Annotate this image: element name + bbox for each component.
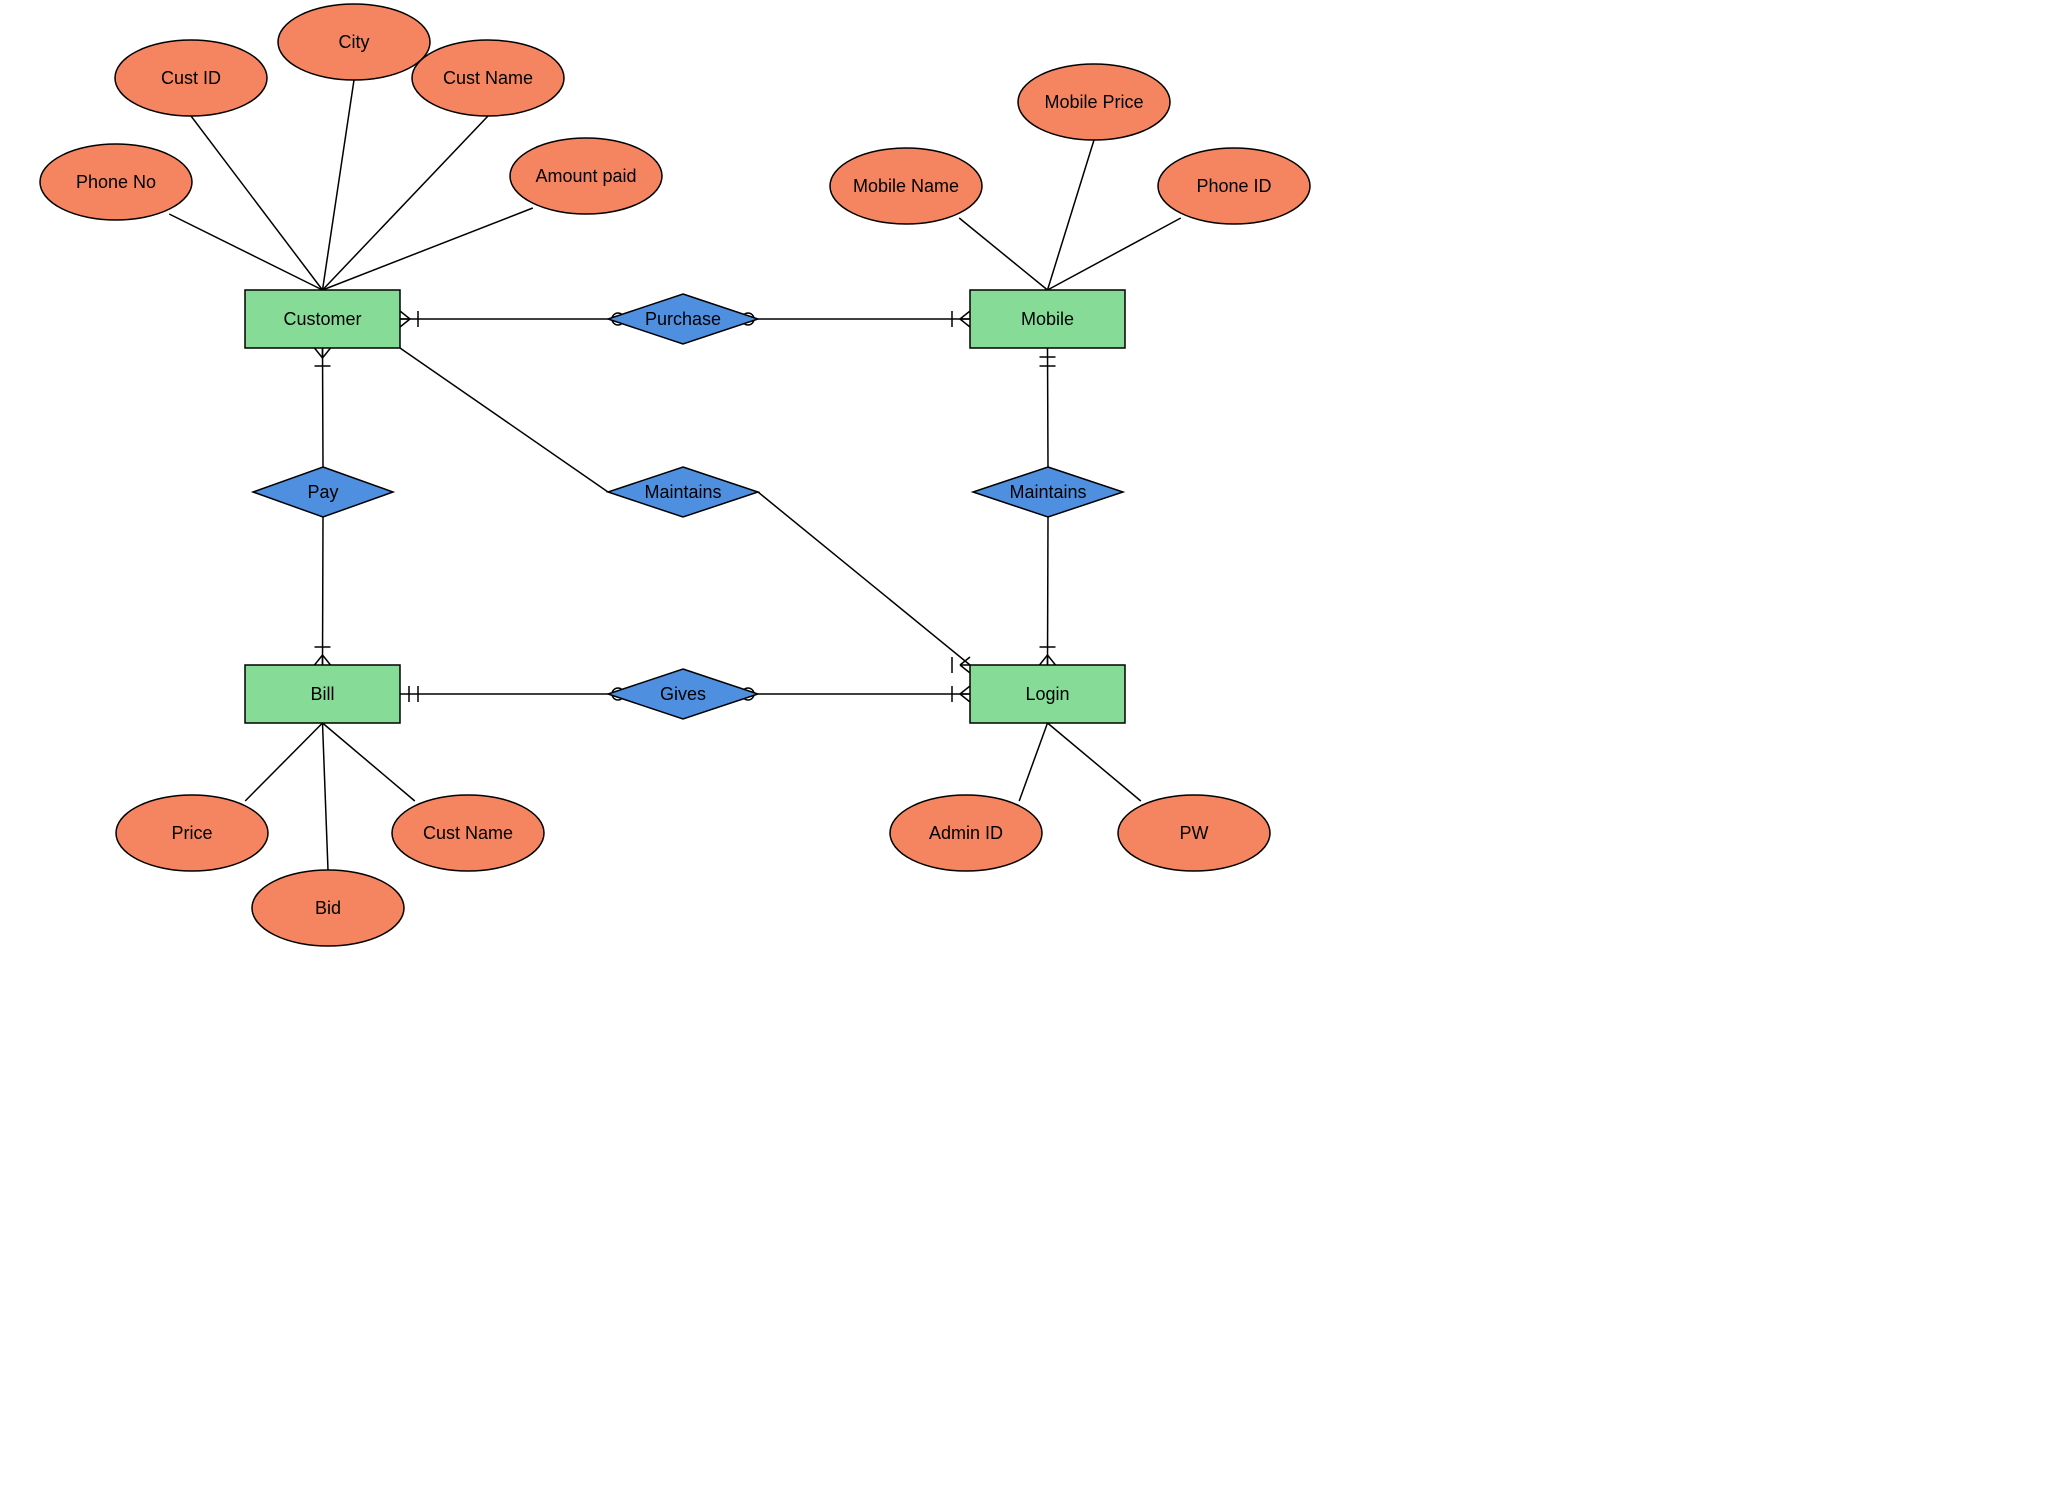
attr-edge (323, 723, 329, 870)
attr-edge (323, 116, 489, 290)
attr-edge (1048, 140, 1095, 290)
attribute-label: Mobile Name (853, 176, 959, 196)
attr-edge (1019, 723, 1047, 801)
relationship-label: Maintains (644, 482, 721, 502)
attr-edge (1048, 218, 1181, 290)
attribute-label: Cust ID (161, 68, 221, 88)
entity-label: Mobile (1021, 309, 1074, 329)
attribute-label: Phone ID (1196, 176, 1271, 196)
entity-label: Bill (310, 684, 334, 704)
entity-label: Customer (283, 309, 361, 329)
attr-edge (323, 723, 415, 801)
entity-label: Login (1025, 684, 1069, 704)
attribute-label: Cust Name (443, 68, 533, 88)
attr-edge (245, 723, 322, 801)
attribute-label: Phone No (76, 172, 156, 192)
attribute-label: Cust Name (423, 823, 513, 843)
shapes-layer: Purchase Pay Maintains Maintains Gives Custom… (40, 4, 1310, 946)
relationship-label: Gives (660, 684, 706, 704)
attribute-label: Admin ID (929, 823, 1003, 843)
relationship-label: Maintains (1009, 482, 1086, 502)
attr-edge (959, 218, 1047, 290)
attribute-label: Amount paid (535, 166, 636, 186)
attr-edge (169, 214, 322, 290)
attribute-label: Price (171, 823, 212, 843)
attribute-label: City (339, 32, 370, 52)
attribute-label: Bid (315, 898, 341, 918)
attr-edge (323, 80, 355, 290)
attr-edge (1048, 723, 1141, 801)
relationship-label: Pay (307, 482, 338, 502)
attribute-label: Mobile Price (1044, 92, 1143, 112)
attr-edge (323, 208, 533, 290)
attribute-label: PW (1180, 823, 1209, 843)
er-diagram: Purchase Pay Maintains Maintains Gives Custom… (0, 0, 1536, 1132)
attr-edge (191, 116, 323, 290)
relationship-label: Purchase (645, 309, 721, 329)
